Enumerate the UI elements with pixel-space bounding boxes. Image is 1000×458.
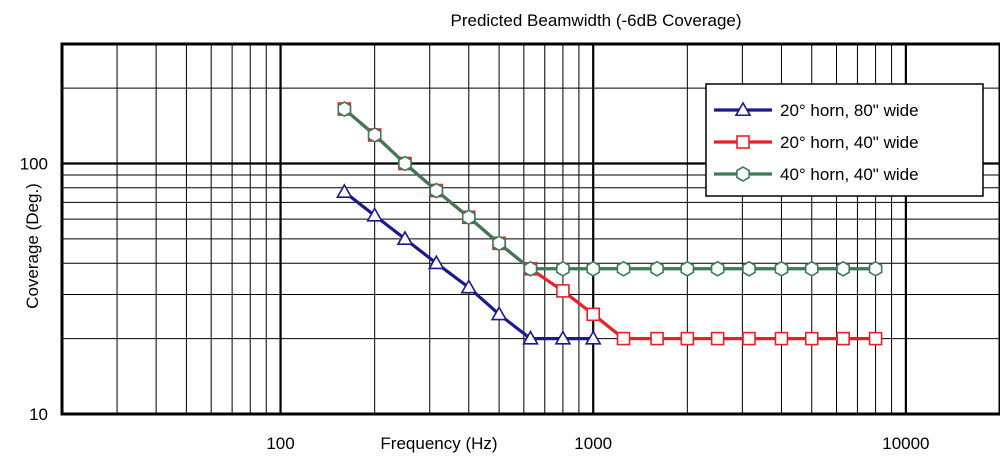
data-point: [398, 155, 412, 172]
plot-frame: [60, 42, 1000, 416]
legend-box: [705, 83, 984, 197]
data-point: [366, 206, 384, 222]
y-tick-label: 10: [29, 405, 48, 424]
legend-entry: 40° horn, 40" wide: [714, 165, 919, 184]
data-point: [523, 260, 538, 277]
data-point: [616, 260, 631, 277]
data-point: [492, 235, 506, 252]
data-point: [335, 183, 353, 198]
data-point: [774, 331, 789, 346]
data-point: [461, 209, 476, 226]
data-point: [584, 329, 602, 345]
legend-label: 40° horn, 40" wide: [780, 165, 919, 184]
data-point: [680, 331, 695, 346]
data-point: [556, 260, 570, 277]
data-point: [710, 260, 725, 277]
data-point: [367, 127, 382, 143]
x-tick-label: 1000: [574, 434, 612, 453]
series-3: [337, 101, 883, 277]
data-point: [586, 307, 601, 322]
data-point: [522, 329, 539, 345]
data-point: [396, 230, 414, 245]
legend-entry: 20° horn, 40" wide: [714, 133, 919, 152]
data-point: [650, 331, 664, 346]
data-point: [774, 260, 789, 277]
data-point: [556, 284, 570, 298]
x-tick-label: 100: [266, 434, 294, 453]
data-point: [337, 101, 352, 117]
data-point: [868, 331, 883, 346]
legend: 20° horn, 80" wide 20° horn, 40" wide 40° …: [705, 83, 984, 197]
data-point: [586, 260, 601, 277]
chart-title: Predicted Beamwidth (-6dB Coverage): [450, 11, 741, 30]
data-point: [742, 331, 756, 346]
legend-marker: [736, 135, 750, 149]
data-point: [836, 260, 851, 277]
data-point: [680, 260, 695, 277]
data-point: [554, 329, 572, 345]
legend-entry: 20° horn, 80" wide: [714, 101, 919, 120]
data-point: [650, 260, 664, 277]
data-point: [427, 254, 445, 270]
data-point: [804, 331, 819, 346]
data-point: [742, 260, 756, 277]
legend-items: 20° horn, 80" wide 20° horn, 40" wide 40° …: [714, 101, 919, 184]
series-1: [335, 183, 602, 345]
tick-labels: 100 1000 10000 10 100: [20, 155, 930, 453]
x-axis-label: Frequency (Hz): [380, 434, 497, 453]
data-point: [490, 305, 508, 321]
data-point: [710, 331, 725, 346]
x-tick-label: 10000: [882, 434, 929, 453]
legend-marker: [736, 166, 750, 182]
data-point: [460, 278, 478, 294]
y-tick-label: 100: [20, 155, 48, 174]
legend-label: 20° horn, 80" wide: [780, 101, 919, 120]
legend-marker: [734, 101, 752, 117]
y-axis-label: Coverage (Deg.): [23, 183, 42, 309]
legend-label: 20° horn, 40" wide: [780, 133, 919, 152]
data-point: [616, 331, 631, 346]
data-point: [804, 260, 819, 277]
series-layer: [335, 101, 883, 346]
data-point: [868, 260, 883, 277]
data-point: [836, 331, 850, 346]
data-point: [429, 182, 444, 199]
